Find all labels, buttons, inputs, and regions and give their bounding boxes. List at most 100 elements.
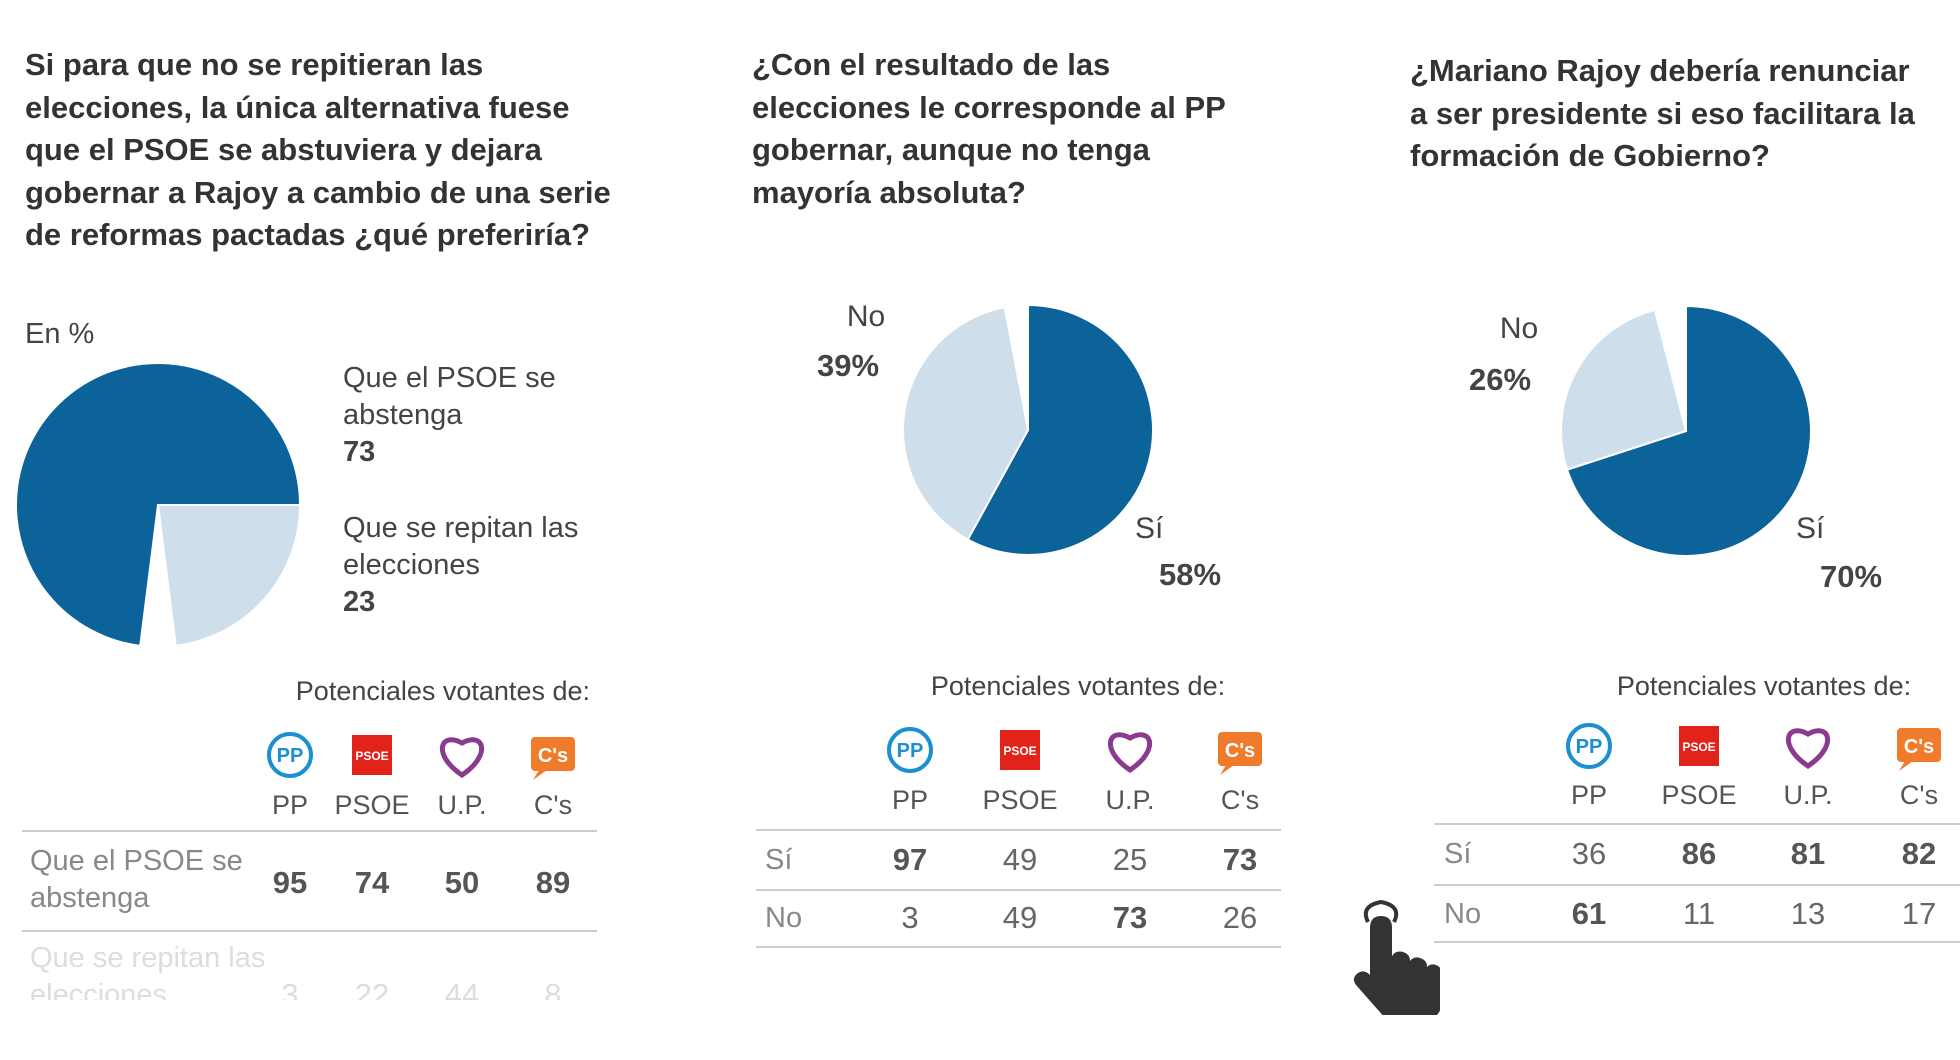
table-cell: 50	[444, 865, 480, 900]
party-logo: C's	[1897, 728, 1941, 771]
table-cell: 61	[1571, 896, 1607, 931]
table-cell: 73	[1112, 900, 1148, 935]
party-logo: C's	[531, 737, 575, 780]
cs-logo-tail	[1899, 761, 1913, 771]
column-header: PSOE	[982, 785, 1058, 815]
cs-logo-tail	[533, 770, 547, 780]
psoe-logo	[1679, 726, 1719, 766]
table-rule	[1434, 884, 1960, 886]
pp-logo-text: PP	[1576, 736, 1603, 758]
cs-logo-text: C's	[538, 745, 568, 767]
table-rule	[756, 889, 1281, 891]
column-header: U.P.	[1783, 780, 1833, 810]
up-logo	[1108, 732, 1152, 774]
row-label: Sí	[765, 844, 793, 876]
pie-slice	[1560, 308, 1688, 471]
table-rule	[1434, 941, 1960, 943]
table-cell: 3	[901, 900, 919, 935]
psoe-logo-text: PSOE	[355, 749, 388, 763]
table-cell: 86	[1681, 836, 1717, 871]
column-header: U.P.	[1105, 785, 1155, 815]
table-rule	[1434, 823, 1960, 825]
question-title: ¿Mariano Rajoy debería renunciar a ser p…	[1410, 53, 1915, 173]
column-header: PP	[891, 785, 929, 815]
slice-value: 26%	[1469, 362, 1531, 397]
slice-value: 58%	[1159, 557, 1221, 592]
table-rule	[756, 946, 1281, 948]
row-label: No	[765, 902, 803, 934]
table-rule	[22, 930, 597, 932]
party-logo: PSOE	[1000, 730, 1040, 770]
column-header: U.P.	[437, 790, 487, 820]
table-caption: Potenciales votantes de:	[1616, 671, 1912, 701]
table-rule	[22, 830, 597, 832]
party-logo	[1786, 728, 1830, 770]
table-cell: 74	[354, 865, 390, 900]
party-logo: PP	[887, 727, 933, 773]
column-header: C's	[1899, 780, 1939, 810]
table-cell: 81	[1790, 836, 1826, 871]
pie-slice	[1565, 304, 1812, 557]
row-label: Sí	[1444, 838, 1472, 870]
slice-label: Sí	[1135, 512, 1164, 545]
party-logo: C's	[1218, 732, 1262, 775]
table-cell: 13	[1790, 896, 1826, 931]
question-title: ¿Con el resultado de las elecciones le c…	[752, 47, 1226, 210]
cs-logo-tail	[1220, 765, 1234, 775]
column-header: PP	[1570, 780, 1608, 810]
question-title: Si para que no se repitieran las eleccio…	[25, 47, 611, 252]
slice-label: No	[847, 300, 885, 333]
table-cell: 97	[892, 842, 928, 877]
pp-logo	[887, 727, 933, 773]
column-header: C's	[533, 790, 573, 820]
up-logo	[1786, 728, 1830, 770]
table-caption: Potenciales votantes de:	[295, 676, 590, 706]
party-logo: PSOE	[1679, 726, 1719, 766]
hand-cursor-icon	[1353, 900, 1440, 1015]
up-logo	[440, 737, 484, 779]
party-logo	[440, 737, 484, 779]
party-logo: PSOE	[352, 735, 392, 775]
table-cell: 36	[1571, 836, 1607, 871]
cs-logo	[531, 737, 575, 771]
cs-logo-text: C's	[1225, 740, 1255, 762]
slice-value: 23	[343, 586, 376, 618]
column-header: PSOE	[1661, 780, 1737, 810]
slice-value: 39%	[817, 348, 879, 383]
table-rule	[756, 829, 1281, 831]
table-cell: 25	[1112, 842, 1148, 877]
table-caption: Potenciales votantes de:	[930, 671, 1226, 701]
pie-slice	[156, 504, 302, 647]
pp-logo	[267, 732, 313, 778]
pp-logo-text: PP	[277, 745, 304, 767]
table-cell: 82	[1901, 836, 1937, 871]
pp-logo	[1566, 723, 1612, 769]
cs-logo	[1897, 728, 1941, 762]
table-cell: 49	[1002, 900, 1038, 935]
table-cell: 17	[1901, 896, 1937, 931]
slice-value: 70%	[1820, 559, 1882, 594]
psoe-logo-text: PSOE	[1003, 744, 1036, 758]
column-header: PP	[271, 790, 309, 820]
slice-label: No	[1500, 312, 1538, 345]
party-logo: PP	[267, 732, 313, 778]
column-header: PSOE	[334, 790, 410, 820]
pie-slice	[966, 303, 1154, 556]
fade-overlay	[0, 1000, 620, 1060]
row-label: No	[1444, 898, 1482, 930]
table-cell: 49	[1002, 842, 1038, 877]
cs-logo-text: C's	[1904, 736, 1934, 758]
party-logo: PP	[1566, 723, 1612, 769]
column-header: C's	[1220, 785, 1260, 815]
party-logo	[1108, 732, 1152, 774]
table-cell: 11	[1682, 896, 1716, 931]
table-cell: 73	[1222, 842, 1258, 877]
psoe-logo	[1000, 730, 1040, 770]
table-cell: 89	[535, 865, 571, 900]
slice-label: Que se repitan las elecciones	[343, 512, 579, 581]
pp-logo-text: PP	[897, 740, 924, 762]
cs-logo	[1218, 732, 1262, 766]
slice-label: Que el PSOE se abstenga	[343, 362, 556, 431]
